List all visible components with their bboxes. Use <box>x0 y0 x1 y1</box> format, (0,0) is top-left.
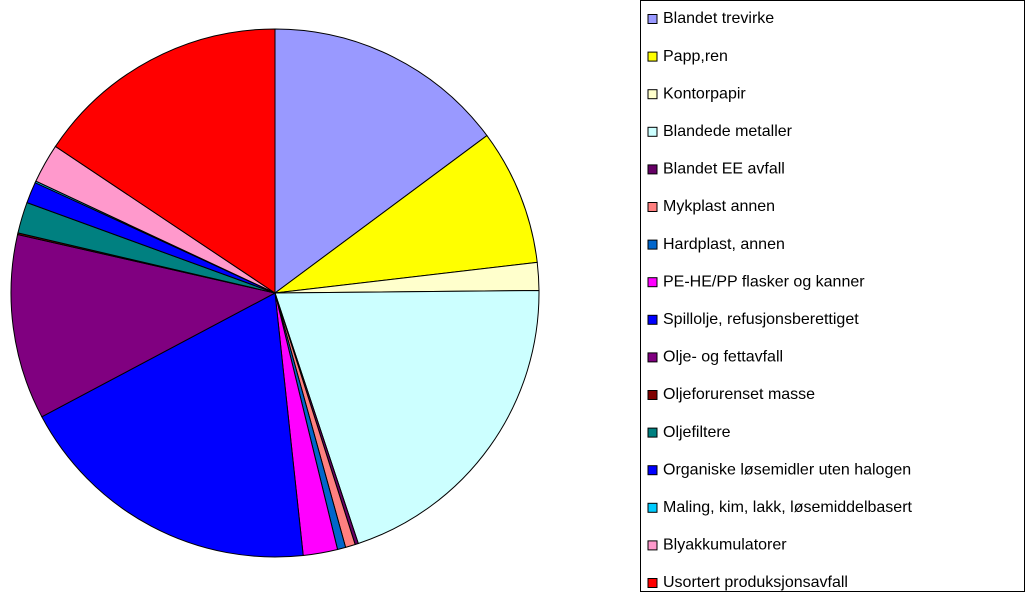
legend-label: Blandet trevirke <box>663 10 774 27</box>
pie-slice <box>274 290 540 545</box>
legend-swatch <box>647 202 658 212</box>
legend-label: Usortert produksjonsavfall <box>663 574 848 591</box>
legend-swatch <box>647 502 658 513</box>
pie-slice <box>41 292 304 558</box>
legend-swatch <box>647 540 658 551</box>
legend-label: Hardplast, annen <box>663 236 785 253</box>
legend-swatch <box>647 352 658 363</box>
legend-swatch <box>647 164 658 175</box>
legend-label: Organiske løsemidler uten halogen <box>663 461 911 478</box>
legend-swatch <box>647 277 658 288</box>
legend-swatch <box>647 126 658 137</box>
legend-swatch <box>647 390 658 400</box>
legend-label: Oljeforurenset masse <box>663 386 815 403</box>
legend-label: Olje- og fettavfall <box>663 349 783 366</box>
legend-label: Kontorpapir <box>663 85 746 102</box>
legend-label: Spillolje, refusjonsberettiget <box>663 311 859 328</box>
legend-label: Blandede metaller <box>663 123 793 140</box>
legend-swatch <box>647 578 658 588</box>
legend-swatch <box>647 314 658 325</box>
pie-slice <box>54 28 276 294</box>
legend-label: Mykplast annen <box>663 198 775 215</box>
legend-swatch <box>647 427 658 438</box>
legend-label: Blyakkumulatorer <box>663 537 787 554</box>
legend-swatch <box>647 14 658 24</box>
legend-label: Maling, kim, lakk, løsemiddelbasert <box>663 499 913 516</box>
pie-slice <box>274 28 488 294</box>
legend-label: Blandet EE avfall <box>663 161 785 178</box>
legend-swatch <box>647 51 658 62</box>
legend-label: Oljefiltere <box>663 424 731 441</box>
legend-swatch <box>647 89 658 100</box>
legend-label: PE-HE/PP flasker og kanner <box>663 273 865 290</box>
legend-swatch <box>647 465 658 476</box>
legend-swatch <box>647 239 658 250</box>
legend-box <box>640 0 1025 592</box>
pie-slice <box>273 134 538 294</box>
legend-label: Papp,ren <box>663 48 728 65</box>
pie-slice <box>10 233 277 418</box>
